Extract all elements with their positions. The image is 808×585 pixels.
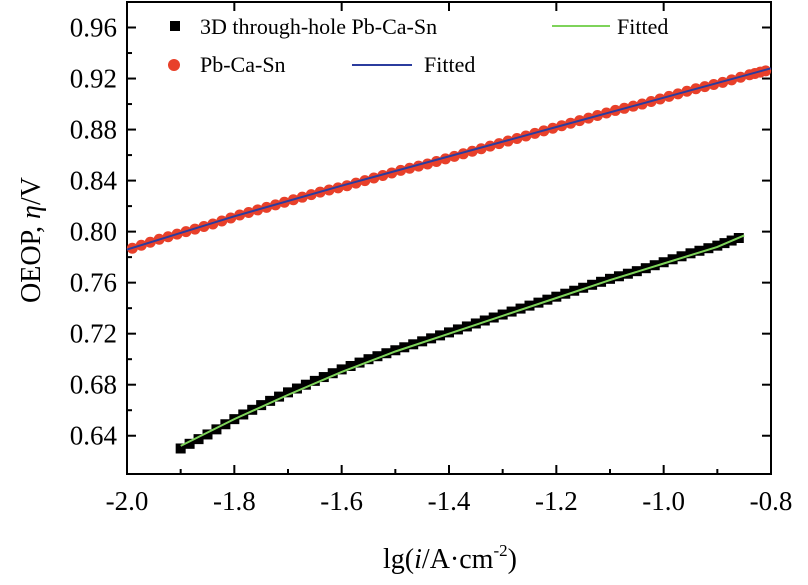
data-point-square <box>515 303 526 314</box>
data-point-square <box>327 368 338 379</box>
data-point-square <box>524 300 535 311</box>
data-point-square <box>202 429 213 440</box>
data-point-square <box>542 294 553 305</box>
axis-ticks <box>126 2 772 474</box>
data-point-square <box>685 248 696 259</box>
data-point-square <box>569 285 580 296</box>
y-tick-label: 0.88 <box>70 115 117 145</box>
data-point-square <box>533 297 544 308</box>
data-point-square <box>372 351 383 362</box>
data-point-square <box>256 400 267 411</box>
y-axis-title: OEOP, η/V <box>16 177 47 303</box>
data-point-square <box>712 240 723 251</box>
data-point-square <box>578 282 589 293</box>
data-point-square <box>596 276 607 287</box>
x-tick-label: -1.0 <box>642 486 685 516</box>
legend-marker-square <box>170 21 180 31</box>
y-tick-label: 0.68 <box>70 370 117 400</box>
data-point-square <box>300 379 311 390</box>
fit-line-blue <box>126 67 772 251</box>
x-tick-label: -0.8 <box>750 486 793 516</box>
legend-label-fitted-blue: Fitted <box>424 52 475 77</box>
tick-labels: -2.0 -1.8 -1.6 -1.4 -1.2 -1.0 -0.8 0.64 0.68 0.72… <box>70 13 793 516</box>
data-point-square <box>658 257 669 268</box>
data-point-square <box>408 339 419 350</box>
data-point-square <box>560 288 571 299</box>
data-point-square <box>551 291 562 302</box>
data-point-square <box>309 375 320 386</box>
data-point-square <box>470 318 481 329</box>
fit-line-green <box>180 234 745 447</box>
y-tick-label: 0.84 <box>70 166 118 196</box>
y-tick-label: 0.92 <box>70 64 117 94</box>
data-point-square <box>193 434 204 445</box>
x-tick-label: -2.0 <box>106 486 149 516</box>
x-axis-title: lg(i/A·cm-2) <box>383 541 517 575</box>
data-point-square <box>417 336 428 347</box>
data-point-square <box>291 383 302 394</box>
data-point-square <box>435 330 446 341</box>
data-point-square <box>506 306 517 317</box>
y-tick-label: 0.96 <box>70 13 117 43</box>
data-point-square <box>184 438 195 449</box>
data-point-square <box>363 354 374 365</box>
data-point-square <box>587 279 598 290</box>
data-point-square <box>283 387 293 398</box>
legend-marker-circle <box>168 59 180 71</box>
data-point-square <box>605 273 615 284</box>
legend-label-3d-through-hole: 3D through-hole Pb-Ca-Sn <box>200 14 437 39</box>
data-point-square <box>354 357 365 368</box>
data-point-square <box>497 309 508 320</box>
data-point-square <box>452 324 463 335</box>
data-point-square <box>703 243 714 254</box>
data-point-square <box>461 321 472 332</box>
data-point-square <box>444 327 454 338</box>
data-point-square <box>676 251 687 262</box>
x-tick-label: -1.4 <box>428 486 471 516</box>
data-point-square <box>667 254 678 265</box>
data-point-square <box>381 348 392 359</box>
data-point-square <box>479 315 490 326</box>
data-point-square <box>488 312 499 323</box>
fit-lines <box>126 67 772 447</box>
legend: 3D through-hole Pb-Ca-Sn Fitted Pb-Ca-Sn… <box>168 14 668 77</box>
data-point-square <box>390 345 401 356</box>
data-point-square <box>694 245 705 256</box>
data-point-square <box>274 391 285 402</box>
y-tick-label: 0.80 <box>70 217 117 247</box>
data-point-square <box>211 424 222 435</box>
data-point-square <box>345 360 356 371</box>
data-point-square <box>399 342 410 353</box>
x-tick-label: -1.8 <box>213 486 256 516</box>
legend-label-fitted-green: Fitted <box>617 14 668 39</box>
data-point-square <box>175 443 186 454</box>
data-point-square <box>247 404 258 415</box>
x-tick-label: -1.2 <box>535 486 578 516</box>
y-tick-label: 0.76 <box>70 268 117 298</box>
y-tick-label: 0.72 <box>70 319 117 349</box>
data-point-square <box>613 271 624 282</box>
x-tick-label: -1.6 <box>320 486 363 516</box>
legend-label-pb-ca-sn: Pb-Ca-Sn <box>200 52 286 77</box>
data-point-square <box>265 395 276 406</box>
data-point-square <box>318 372 329 383</box>
y-tick-label: 0.64 <box>70 421 118 451</box>
data-point-square <box>336 364 347 375</box>
data-point-square <box>426 333 437 344</box>
data-point-square <box>649 260 660 271</box>
